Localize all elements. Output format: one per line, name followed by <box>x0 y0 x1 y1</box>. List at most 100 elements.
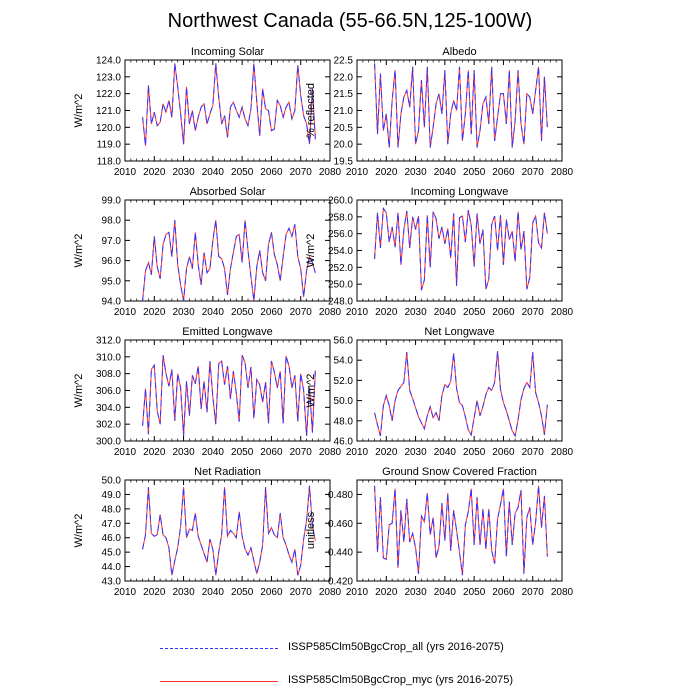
x-tick-label: 2060 <box>260 167 283 178</box>
x-tick-label: 2010 <box>114 307 137 318</box>
plot-frame <box>124 199 331 302</box>
x-tick-label: 2080 <box>319 167 342 178</box>
y-tick-label: 123.0 <box>96 72 121 83</box>
x-tick-label: 2010 <box>114 587 137 598</box>
panel-title: Absorbed Solar <box>190 186 266 198</box>
legend-label-myc: ISSP585Clm50BgcCrop_myc (yrs 2016-2075) <box>288 674 513 686</box>
panel-title: Incoming Solar <box>191 46 265 58</box>
y-tick-label: 122.0 <box>96 89 121 100</box>
x-tick-label: 2070 <box>522 587 545 598</box>
plot-frame <box>124 479 331 582</box>
y-tick-label: 47.0 <box>102 519 122 530</box>
x-tick-label: 2050 <box>231 447 254 458</box>
x-tick-label: 2080 <box>551 167 574 178</box>
y-tick-label: 308.0 <box>96 369 121 380</box>
series-line-all <box>142 220 316 302</box>
x-tick-label: 2070 <box>290 447 313 458</box>
x-tick-label: 2030 <box>172 587 195 598</box>
x-tick-label: 2020 <box>143 587 166 598</box>
y-axis-label: % reflected <box>305 83 317 138</box>
x-tick-label: 2030 <box>172 447 195 458</box>
series-line-all <box>142 63 316 146</box>
y-tick-label: 118.0 <box>97 157 122 168</box>
y-tick-label: 312.0 <box>96 336 121 347</box>
series-line-all <box>374 351 548 438</box>
y-tick-label: 52.0 <box>334 376 354 387</box>
y-tick-label: 20.0 <box>334 140 354 151</box>
x-tick-label: 2060 <box>260 307 283 318</box>
y-tick-label: 50.0 <box>334 396 354 407</box>
x-tick-label: 2060 <box>492 307 515 318</box>
x-tick-label: 2060 <box>260 447 283 458</box>
x-tick-label: 2040 <box>434 447 457 458</box>
x-tick-label: 2030 <box>172 307 195 318</box>
x-tick-label: 2060 <box>492 587 515 598</box>
y-tick-label: 50.0 <box>102 476 122 487</box>
y-tick-label: 43.0 <box>102 577 122 588</box>
x-tick-label: 2050 <box>231 307 254 318</box>
panel-2: Albedo % reflected 2010 2020 2030 2040 2050 206… <box>305 46 574 178</box>
y-tick-label: 252.0 <box>328 263 353 274</box>
x-tick-label: 2070 <box>290 587 313 598</box>
y-tick-label: 96.0 <box>102 256 122 267</box>
legend-swatch-dashed <box>160 648 278 649</box>
x-tick-label: 2080 <box>551 587 574 598</box>
y-tick-label: 46.0 <box>334 437 354 448</box>
x-tick-label: 2030 <box>404 587 427 598</box>
panel-4: Incoming Longwave W/m^2 2010 2020 2030 2040 20… <box>305 186 574 318</box>
panel-title: Net Longwave <box>424 326 494 338</box>
y-tick-label: 56.0 <box>334 336 354 347</box>
y-tick-label: 94.0 <box>102 297 122 308</box>
y-tick-label: 97.0 <box>102 236 122 247</box>
panel-6: Net Longwave W/m^2 2010 2020 2030 2040 2050 206… <box>305 326 574 458</box>
legend-swatch-solid <box>160 681 278 682</box>
x-tick-label: 2050 <box>463 587 486 598</box>
y-tick-label: 260.0 <box>328 196 353 207</box>
y-tick-label: 22.0 <box>334 72 354 83</box>
x-tick-label: 2020 <box>143 447 166 458</box>
panel-7: Net Radiation W/m^2 2010 2020 2030 2040 2050 20… <box>73 466 342 598</box>
panel-title: Albedo <box>442 46 476 58</box>
x-tick-label: 2060 <box>492 167 515 178</box>
y-axis-label: W/m^2 <box>73 514 85 548</box>
x-tick-label: 2040 <box>434 587 457 598</box>
x-tick-label: 2010 <box>346 447 369 458</box>
y-tick-label: 0.440 <box>328 548 353 559</box>
x-tick-label: 2010 <box>114 447 137 458</box>
x-tick-label: 2020 <box>375 167 398 178</box>
plot-frame <box>356 479 563 582</box>
y-tick-label: 20.5 <box>334 123 354 134</box>
x-tick-label: 2020 <box>375 447 398 458</box>
x-tick-label: 2030 <box>172 167 195 178</box>
y-tick-label: 121.0 <box>96 106 121 117</box>
series-line-myc <box>142 354 316 436</box>
y-axis-label: W/m^2 <box>73 94 85 128</box>
panel-title: Ground Snow Covered Fraction <box>382 466 537 478</box>
y-tick-label: 258.0 <box>328 212 353 223</box>
x-tick-label: 2060 <box>492 447 515 458</box>
y-tick-label: 254.0 <box>328 246 353 257</box>
y-tick-label: 300.0 <box>96 437 121 448</box>
x-tick-label: 2070 <box>290 167 313 178</box>
x-tick-label: 2070 <box>522 307 545 318</box>
x-tick-label: 2040 <box>202 307 225 318</box>
legend-label-all: ISSP585Clm50BgcCrop_all (yrs 2016-2075) <box>288 641 504 653</box>
y-tick-label: 0.480 <box>328 490 353 501</box>
y-tick-label: 306.0 <box>96 386 121 397</box>
panel-title: Net Radiation <box>194 466 261 478</box>
y-tick-label: 99.0 <box>102 196 122 207</box>
y-tick-label: 256.0 <box>328 229 353 240</box>
x-tick-label: 2080 <box>551 307 574 318</box>
y-tick-label: 54.0 <box>334 356 354 367</box>
panel-title: Emitted Longwave <box>182 326 273 338</box>
y-tick-label: 22.5 <box>334 56 354 67</box>
x-tick-label: 2020 <box>375 307 398 318</box>
x-tick-label: 2050 <box>463 167 486 178</box>
x-tick-label: 2080 <box>319 587 342 598</box>
y-axis-label: W/m^2 <box>305 234 317 268</box>
y-tick-label: 310.0 <box>96 352 121 363</box>
x-tick-label: 2060 <box>260 587 283 598</box>
x-tick-label: 2030 <box>404 167 427 178</box>
series-line-all <box>374 485 548 576</box>
y-axis-label: unitless <box>305 511 317 549</box>
